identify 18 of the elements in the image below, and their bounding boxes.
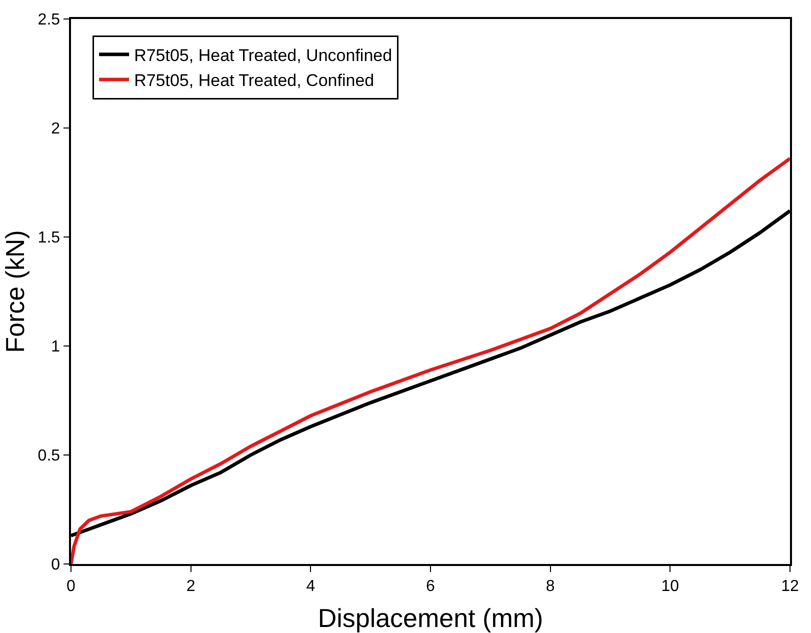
y-tick-label: 0.5 [38, 448, 60, 465]
line-series [71, 156, 790, 564]
legend-label: R75t05, Heat Treated, Confined [134, 71, 374, 90]
y-tick-label: 0 [51, 556, 60, 574]
x-tick-label: 8 [546, 578, 555, 595]
x-tick-label: 12 [781, 578, 799, 595]
legend-label: R75t05, Heat Treated, Unconfined [134, 46, 392, 66]
x-tick-label: 2 [186, 578, 196, 595]
x-tick-label: 0 [66, 578, 76, 595]
y-axis-title: Force (kN) [0, 230, 30, 353]
x-tick-label: 4 [306, 578, 316, 595]
y-tick-label: 1.5 [38, 230, 60, 247]
y-tick-label: 2 [51, 120, 60, 138]
x-axis-title: Displacement (mm) [318, 603, 544, 633]
x-tick-label: 10 [661, 578, 680, 595]
y-tick-label: 2.5 [38, 12, 60, 29]
x-tick-label: 6 [426, 578, 436, 595]
y-tick-label: 1 [51, 338, 60, 356]
